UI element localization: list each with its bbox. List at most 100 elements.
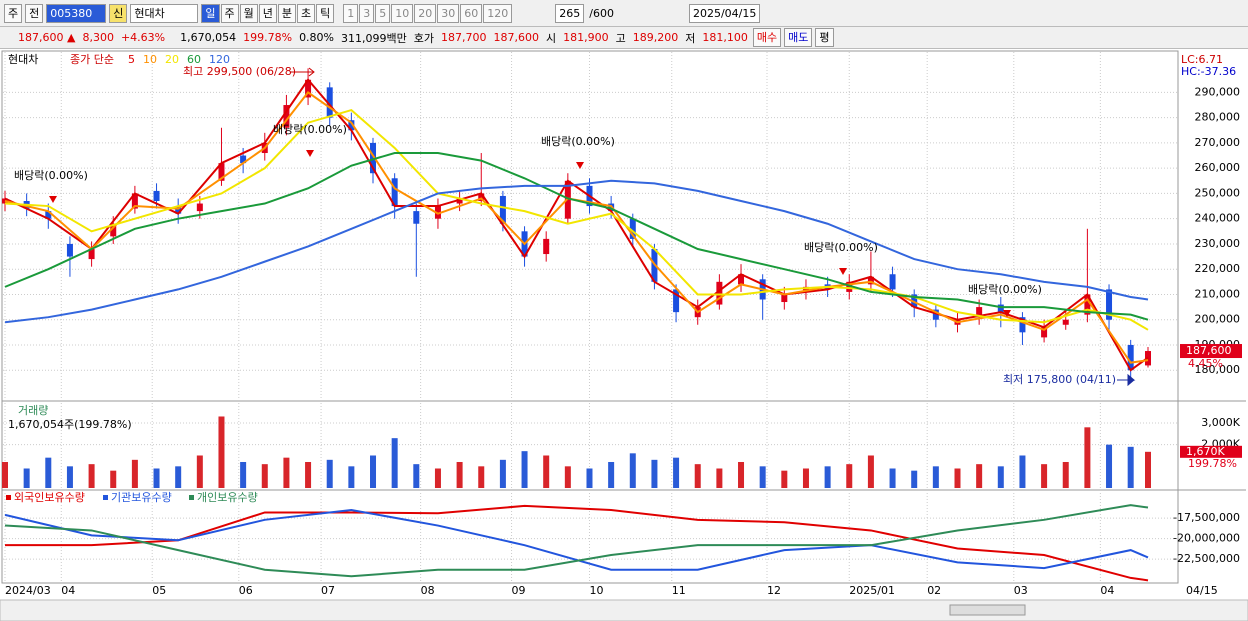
volume-bar [694, 464, 701, 488]
x-tick-label: 02 [927, 584, 941, 597]
volume-rate-tag: 199.78% [1188, 457, 1237, 470]
volume-bar [1127, 446, 1134, 488]
market[interactable]: 주 [4, 3, 23, 23]
candle-body [45, 211, 52, 219]
legend-swatch [189, 495, 194, 500]
scroll-thumb[interactable] [949, 604, 1026, 616]
candle-body [738, 274, 745, 285]
open: 181,900 [563, 31, 609, 44]
stock-label: 현대차 [8, 53, 38, 66]
candle-body [456, 198, 463, 204]
bid: 187,600 [493, 31, 540, 44]
max: /600 [589, 6, 614, 20]
arrow [290, 67, 315, 77]
legend-item: 외국인보유수량 [14, 491, 85, 504]
period-button[interactable]: 월 [239, 3, 258, 23]
unit-button[interactable]: 20 [414, 3, 437, 23]
volume-bar [997, 466, 1004, 488]
volume-bar [391, 438, 398, 488]
period-button[interactable]: 년 [258, 3, 277, 23]
volume-bar [759, 466, 766, 488]
candle-body [932, 309, 939, 320]
candle-body [1084, 294, 1091, 315]
volume-bar [889, 468, 896, 488]
avg-button[interactable]: 평 [815, 28, 834, 47]
volume-bar [802, 468, 809, 488]
rate: +4.63% [120, 31, 166, 44]
x-tick-label: 12 [767, 584, 781, 597]
candle-body [673, 289, 680, 313]
kind[interactable]: 전 [25, 3, 44, 23]
unit-button[interactable]: 30 [437, 3, 460, 23]
volume-bar [543, 455, 550, 488]
volume-bar [521, 451, 528, 488]
high-label: 고 [615, 31, 626, 45]
volume-bar [608, 461, 615, 488]
volume-bar [45, 457, 52, 488]
legend-item: 120 [209, 53, 230, 66]
x-tick-label: 09 [512, 584, 526, 597]
x-tick-label: 10 [589, 584, 603, 597]
y-tick-label: -17,500,000 [1173, 511, 1240, 524]
candle-body [1062, 319, 1069, 325]
legend-swatch [103, 495, 108, 500]
y-tick-label: 260,000 [1195, 161, 1241, 174]
low-annotation: 최저 175,800 (04/11) [1003, 373, 1116, 386]
period-button[interactable]: 틱 [316, 3, 335, 23]
candle-body [846, 281, 853, 292]
unit-button[interactable]: 5 [375, 3, 391, 23]
unit-button[interactable]: 10 [391, 3, 414, 23]
date[interactable]: 2025/04/15 [688, 3, 761, 23]
period-button[interactable]: 주 [220, 3, 239, 23]
x-tick-label: 2025/01 [849, 584, 895, 597]
moving-average [4, 91, 1149, 364]
price-tag: 187,600 [1186, 344, 1232, 357]
volume-bar [413, 464, 420, 488]
candle-body [434, 206, 441, 219]
lc-label: LC:6.71 [1181, 53, 1223, 66]
stock-name[interactable]: 현대차 [130, 3, 199, 23]
panel-title: 거래량 [18, 404, 48, 417]
volume-bar [651, 459, 658, 488]
period-button[interactable]: 초 [297, 3, 316, 23]
unit-button[interactable]: 120 [483, 3, 513, 23]
x-end-label: 04/15 [1186, 584, 1218, 597]
volume-bar [1106, 444, 1113, 488]
candle-body [716, 281, 723, 305]
scrollbar[interactable] [0, 599, 1248, 621]
sell-button[interactable]: 매도 [784, 28, 813, 47]
period-button[interactable]: 일 [201, 3, 220, 23]
candle-body [629, 218, 636, 239]
dividend-annotation: 배당락(0.00%) [273, 123, 347, 136]
volume-bar [629, 453, 636, 488]
low-label: 저 [685, 31, 696, 45]
candle-body [1019, 317, 1026, 333]
volume-bar [66, 466, 73, 488]
volume-bar [1145, 451, 1151, 488]
unit-button[interactable]: 1 [343, 3, 359, 23]
hc-label: HC:-37.36 [1181, 65, 1236, 78]
candle-body [1127, 344, 1134, 371]
unit-button[interactable]: 3 [359, 3, 375, 23]
dividend-marker [306, 150, 314, 157]
code-input[interactable]: 005380 [46, 3, 107, 23]
volume-bar [976, 464, 983, 488]
x-tick-label: 07 [321, 584, 335, 597]
candle-body [499, 195, 506, 224]
volume-bar [1019, 455, 1026, 488]
period-button[interactable]: 분 [277, 3, 296, 23]
candle-body [175, 206, 182, 214]
volume-bar [370, 455, 377, 488]
ask: 187,700 [441, 31, 487, 44]
unit-button[interactable]: 60 [460, 3, 483, 23]
volume-bar [2, 461, 8, 488]
x-tick-label: 04 [1100, 584, 1114, 597]
buy-button[interactable]: 매수 [752, 28, 782, 47]
volume-bar [23, 468, 30, 488]
volume-bar [434, 468, 441, 488]
candle-body [196, 203, 203, 212]
volume-bar [326, 459, 333, 488]
count[interactable]: 265 [555, 3, 585, 23]
volume-bar [499, 459, 506, 488]
